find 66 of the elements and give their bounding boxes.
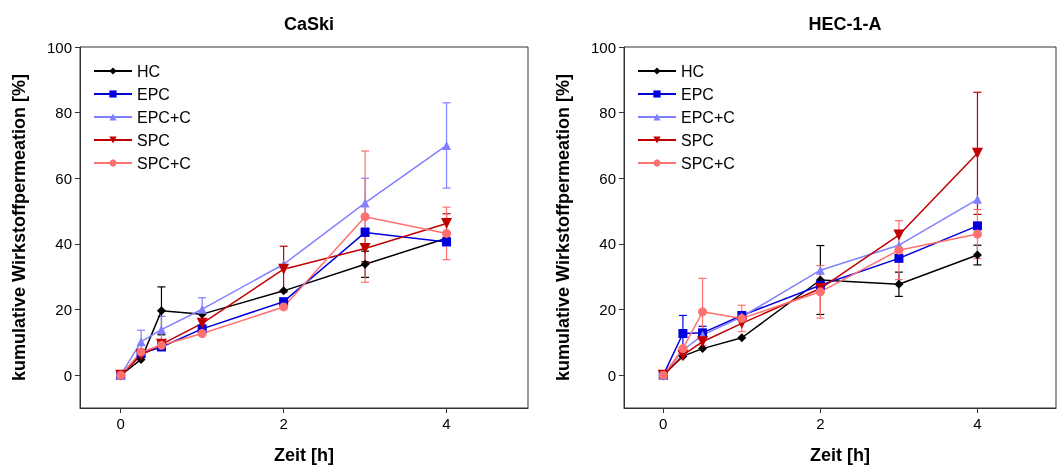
point bbox=[278, 263, 290, 275]
point bbox=[894, 279, 904, 289]
point bbox=[360, 212, 370, 222]
point bbox=[197, 329, 207, 338]
point bbox=[196, 317, 208, 329]
x-tick-label: 4 bbox=[973, 415, 982, 432]
point bbox=[359, 243, 371, 254]
point bbox=[442, 237, 452, 247]
legend-label: SPC bbox=[681, 131, 714, 149]
y-tick-label: 60 bbox=[55, 169, 72, 187]
point bbox=[697, 336, 709, 348]
point bbox=[737, 333, 747, 343]
legend-label: SPC+C bbox=[681, 154, 735, 172]
x-tick-label: 0 bbox=[116, 415, 125, 432]
y-tick-label: 20 bbox=[55, 301, 72, 319]
point bbox=[442, 228, 452, 238]
legend-label: SPC+C bbox=[137, 154, 191, 172]
point bbox=[678, 329, 688, 338]
y-tick-label: 100 bbox=[590, 38, 616, 56]
point bbox=[972, 221, 982, 231]
legend-label: EPC+C bbox=[681, 108, 735, 126]
x-axis-title: Zeit [h] bbox=[810, 445, 870, 465]
point bbox=[279, 286, 289, 296]
point bbox=[893, 229, 905, 241]
point bbox=[156, 306, 166, 316]
y-tick-label: 80 bbox=[55, 104, 72, 122]
legend-label: EPC bbox=[681, 85, 714, 103]
chart-title: HEC-1-A bbox=[808, 14, 882, 34]
point bbox=[972, 194, 982, 204]
chart-title: CaSki bbox=[283, 14, 335, 34]
legend-label: SPC bbox=[137, 131, 170, 149]
point bbox=[972, 229, 982, 239]
point bbox=[698, 344, 708, 354]
point bbox=[972, 250, 982, 260]
y-axis-title: kumulative Wirkstoffpermeation [%] bbox=[9, 74, 29, 381]
point bbox=[971, 147, 983, 159]
x-tick-label: 0 bbox=[659, 415, 668, 432]
x-tick-label: 4 bbox=[442, 415, 451, 432]
point bbox=[815, 265, 825, 275]
point bbox=[894, 245, 904, 255]
point bbox=[136, 337, 146, 347]
y-axis-title: kumulative Wirkstoffpermeation [%] bbox=[553, 74, 573, 381]
x-axis-title: Zeit [h] bbox=[274, 445, 334, 465]
y-tick-label: 0 bbox=[63, 366, 72, 384]
y-tick-label: 80 bbox=[599, 104, 616, 122]
y-tick-label: 40 bbox=[599, 235, 616, 253]
point bbox=[279, 302, 289, 312]
y-tick-label: 0 bbox=[607, 366, 616, 384]
legend-label: EPC+C bbox=[137, 108, 191, 126]
point bbox=[197, 304, 207, 314]
x-tick-label: 2 bbox=[279, 415, 288, 432]
legend-label: HC bbox=[137, 62, 161, 80]
y-tick-label: 20 bbox=[599, 301, 616, 319]
point bbox=[156, 325, 166, 335]
legend-label: EPC bbox=[137, 85, 170, 103]
y-tick-label: 60 bbox=[599, 169, 616, 187]
y-tick-label: 40 bbox=[55, 235, 72, 253]
point bbox=[441, 218, 453, 230]
point bbox=[360, 227, 370, 237]
point bbox=[815, 287, 825, 297]
y-tick-label: 100 bbox=[46, 38, 72, 56]
point bbox=[360, 259, 370, 269]
legend-label: HC bbox=[681, 62, 705, 80]
point bbox=[894, 253, 904, 263]
x-tick-label: 2 bbox=[816, 415, 825, 432]
point bbox=[698, 307, 708, 317]
